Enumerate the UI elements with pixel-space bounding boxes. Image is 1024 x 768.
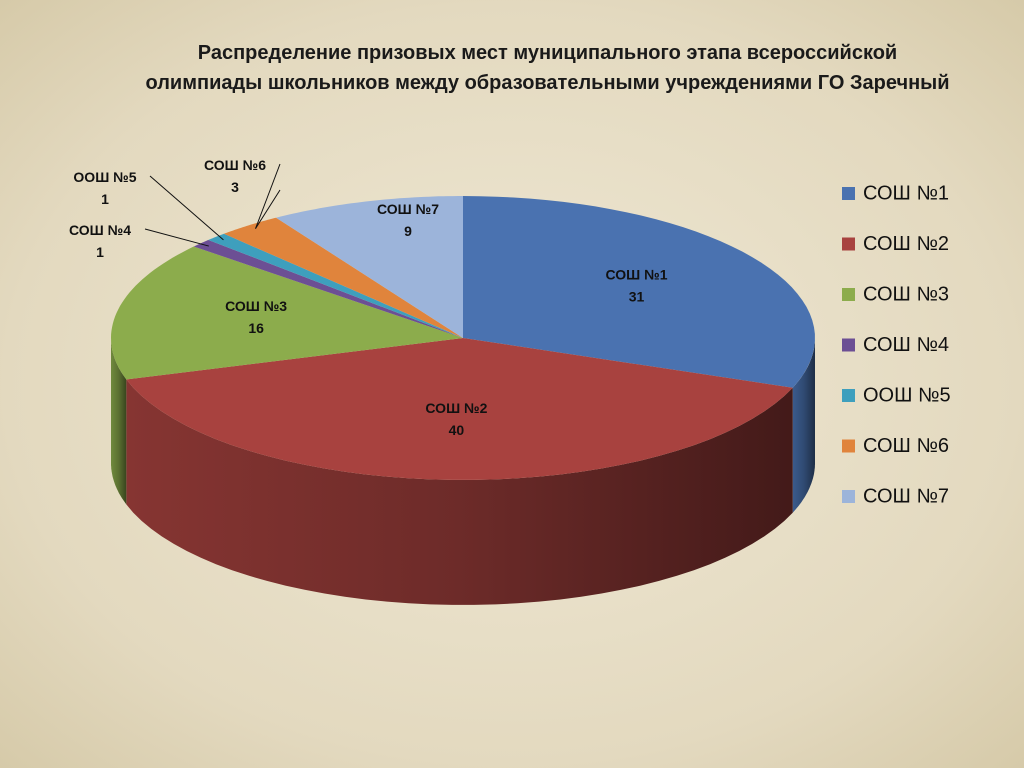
legend-swatch xyxy=(842,237,855,251)
data-label-name: СОШ №4 xyxy=(69,222,131,238)
data-label-value: 1 xyxy=(96,244,104,260)
data-label-value: 31 xyxy=(629,288,645,304)
data-label-value: 40 xyxy=(449,422,465,438)
legend-swatch xyxy=(842,389,855,402)
legend-label: СОШ №6 xyxy=(863,435,949,457)
data-label-value: 3 xyxy=(231,179,239,195)
pie-slice xyxy=(463,196,815,388)
legend-label: СОШ №3 xyxy=(863,283,949,305)
pie-slice xyxy=(111,246,463,380)
legend-label: ООШ №5 xyxy=(863,384,951,406)
slice-side xyxy=(111,338,127,505)
data-label-name: СОШ №2 xyxy=(425,400,487,416)
pie-slice xyxy=(224,217,463,338)
legend-label: СОШ №1 xyxy=(863,182,949,204)
data-label-value: 16 xyxy=(248,320,264,336)
data-label-name: СОШ №7 xyxy=(377,201,439,217)
data-label-name: ООШ №5 xyxy=(73,169,136,185)
leader-line xyxy=(144,228,209,247)
leader-line xyxy=(255,163,281,229)
legend-label: СОШ №4 xyxy=(863,334,949,356)
pie-slice xyxy=(208,233,463,338)
pie-slice xyxy=(276,196,463,338)
data-label-value: 1 xyxy=(101,191,109,207)
legend-label: СОШ №7 xyxy=(863,485,949,507)
legend-swatch xyxy=(842,288,855,301)
leader-line xyxy=(255,189,281,229)
data-label-name: СОШ №6 xyxy=(204,157,266,173)
legend-swatch xyxy=(842,490,855,503)
slice-side xyxy=(126,379,793,605)
legend-swatch xyxy=(842,338,855,352)
legend-label: СОШ №2 xyxy=(863,233,949,255)
legend-swatch xyxy=(842,187,855,200)
pie-slice xyxy=(126,338,793,480)
data-label-value: 9 xyxy=(404,223,412,239)
chart-title: Распределение призовых мест муниципально… xyxy=(145,42,950,94)
pie-slice xyxy=(193,240,463,338)
data-label-name: СОШ №1 xyxy=(606,266,668,282)
legend-swatch xyxy=(842,439,855,453)
leader-line xyxy=(149,175,224,241)
data-label-name: СОШ №3 xyxy=(225,298,287,314)
slice-side xyxy=(792,338,815,513)
